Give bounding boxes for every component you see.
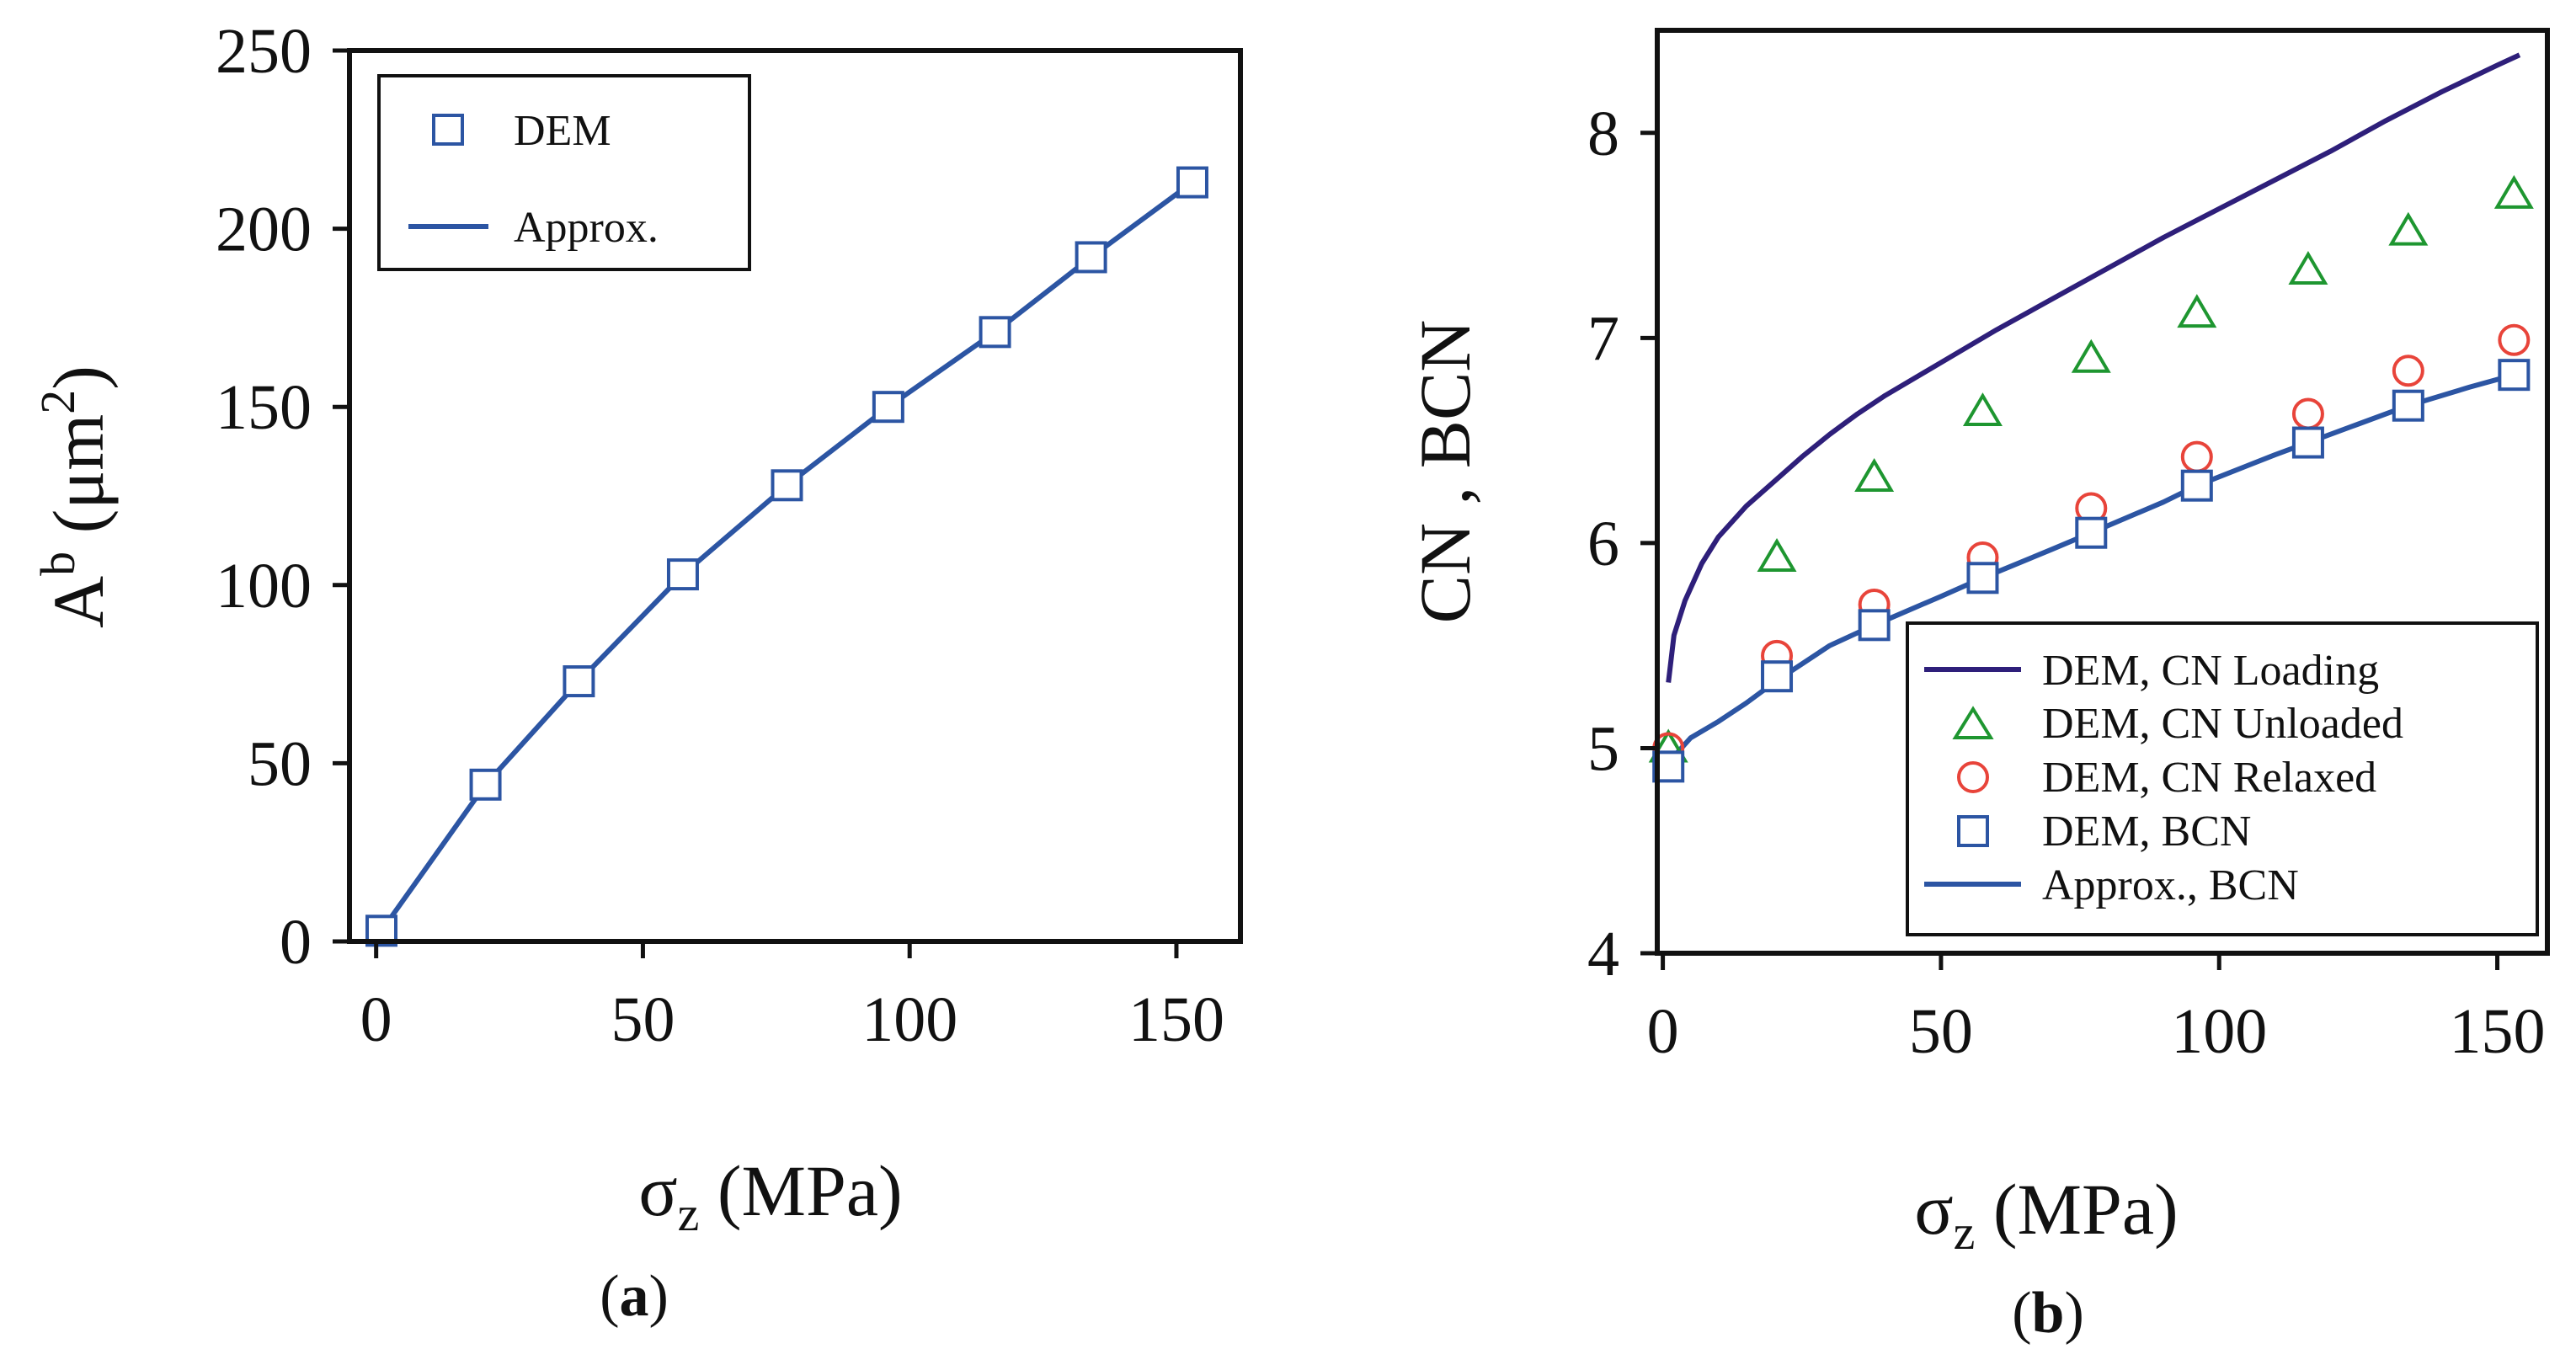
panel-b-chart: 0 50 100 150 4 5 6 7 8 CN , BCN σz (MPa) (b) DE… [1405,28,2550,1346]
panel-b-triangle-point [2177,294,2217,328]
panel-a-x-tick-label: 100 [861,984,957,1055]
panel-a-y-tick-label: 200 [216,195,312,265]
panel-a-x-ticks: 0 50 100 150 [360,941,1224,1055]
panel-a-square-point [1075,241,1107,274]
panel-b-x-ticks: 0 50 100 150 [1647,953,2546,1067]
panel-b-series-line [1666,52,2521,683]
panel-a-marks [365,166,1208,947]
panel-a-y-ticks: 0 50 100 150 200 250 [216,16,349,978]
panel-a-square-point [979,316,1011,349]
panel-b-y-axis-label: CN , BCN [1405,320,1485,624]
legend-label-cn-relaxed: DEM, CN Relaxed [2042,754,2376,802]
legend-label-cn-unloaded: DEM, CN Unloaded [2042,700,2403,748]
panel-a-legend-box [377,74,751,271]
panel-b-triangle-point [2493,174,2534,209]
legend-label-bcn: DEM, BCN [2042,808,2251,856]
panel-b-x-tick-label: 0 [1647,996,1679,1067]
panel-b-square-point [1858,609,1891,642]
panel-b-y-tick-label: 5 [1587,713,1619,784]
panel-b-x-tick-label: 100 [2171,996,2267,1067]
panel-a-legend: DEM Approx. [377,74,751,271]
panel-b-circle-point [2291,397,2324,430]
panel-a-plot-frame [347,48,1243,944]
panel-b-y-tick-label: 8 [1587,99,1619,169]
panel-b-plot-frame [1655,28,2550,956]
panel-b-y-tick-label: 6 [1587,509,1619,579]
panel-a-y-axis-label: Ab (μm2) [30,365,119,628]
legend-square-marker [432,114,464,146]
panel-b-legend: DEM, CN Loading DEM, CN Unloaded DEM, CN… [1906,621,2539,936]
panel-a-square-point [666,558,699,591]
panel-a-tag: (a) [600,1264,669,1329]
panel-a-chart: 0 50 100 150 0 50 100 150 200 250 Ab (μm2) σz (M… [30,16,1243,1329]
panel-b-square-point [1966,562,1999,595]
panel-a-y-tick-label: 150 [216,372,312,443]
panel-a-x-tick-label: 150 [1128,984,1224,1055]
panel-b-square-point [1761,660,1794,693]
panel-b-triangle-point [1757,537,1797,572]
panel-b-circle-point [2180,440,2213,473]
panel-b-circle-point [2392,355,2424,387]
panel-b-square-point [2498,359,2531,392]
legend-label-dem: DEM [514,107,611,155]
panel-b-square-point [2075,516,2108,549]
panel-b-triangle-point [2388,211,2429,246]
panel-b-y-tick-label: 4 [1587,919,1619,989]
panel-b-series-line [1666,372,2515,765]
legend-circle-marker [1957,761,1989,793]
panel-b-triangle-point [2288,251,2328,285]
panel-b-square-point [2180,469,2213,502]
panel-b-triangle-point [1962,392,2003,427]
panel-a-square-point [469,768,502,801]
panel-a-square-point [563,665,595,698]
panel-b-x-tick-label: 150 [2450,996,2546,1067]
panel-a-x-axis-label: σz (MPa) [638,1150,902,1241]
panel-a-x-tick-label: 0 [360,984,392,1055]
panel-a-x-tick-label: 50 [611,984,675,1055]
panel-b-triangle-point [1854,458,1895,492]
panel-b-triangle-point [2071,339,2111,373]
panel-b-tag: (b) [2012,1281,2084,1346]
panel-b-x-axis-label: σz (MPa) [1914,1169,2178,1260]
panel-a-square-point [1176,166,1208,199]
panel-b-square-point [2392,389,2424,422]
panel-a-y-tick-label: 50 [248,728,312,799]
panel-a-y-tick-label: 0 [280,907,312,978]
legend-label-approx: Approx. [514,204,659,252]
legend-square-marker [1957,815,1989,847]
panel-a-square-point [872,391,904,424]
legend-label-approx-bcn: Approx., BCN [2042,861,2299,909]
legend-triangle-marker [1952,706,1994,739]
panel-b-y-ticks: 4 5 6 7 8 [1587,99,1657,989]
panel-b-x-tick-label: 50 [1909,996,1973,1067]
panel-a-series-line [379,180,1194,933]
legend-label-cn-loading: DEM, CN Loading [2042,647,2379,695]
panel-b-marks [1648,52,2534,783]
panel-a-square-point [771,469,803,502]
panel-a-y-tick-label: 100 [216,551,312,621]
panel-b-square-point [2291,426,2324,459]
panel-a-y-tick-label: 250 [216,16,312,87]
panel-b-circle-point [2498,323,2531,356]
panel-b-y-tick-label: 7 [1587,303,1619,374]
